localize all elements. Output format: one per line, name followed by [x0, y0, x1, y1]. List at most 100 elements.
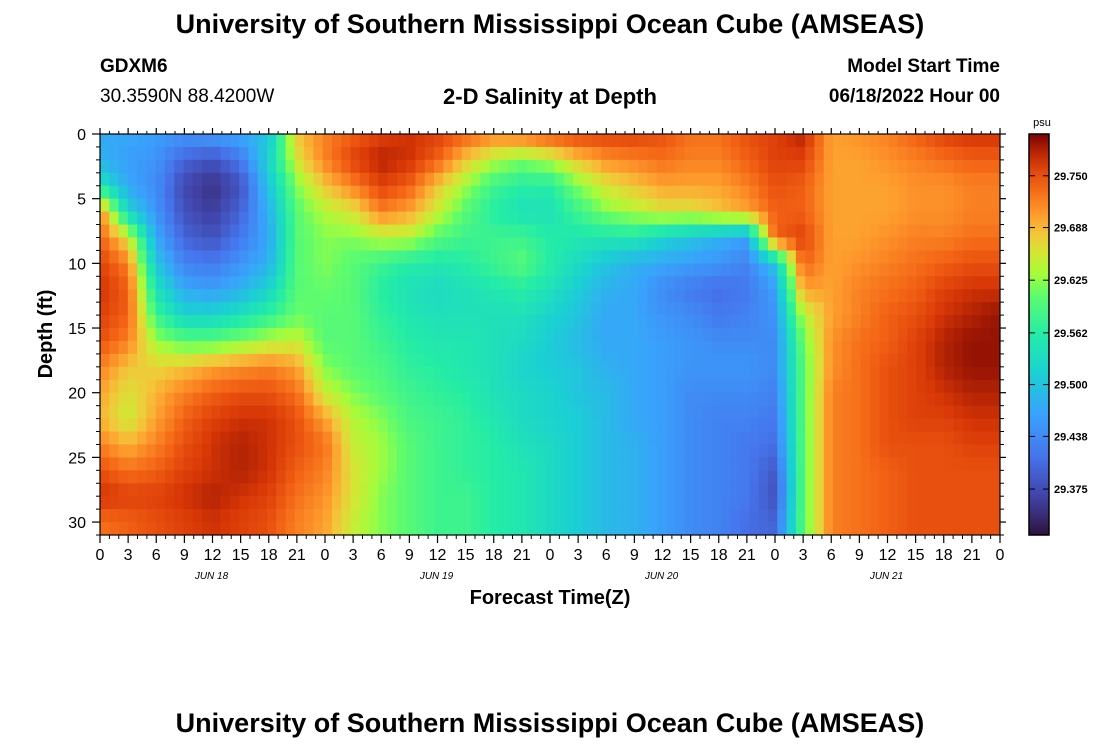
heatmap-cell — [545, 470, 556, 484]
heatmap-cell — [211, 315, 222, 329]
heatmap-cell — [981, 159, 992, 174]
heatmap-cell — [331, 483, 342, 497]
heatmap-cell — [164, 185, 175, 200]
heatmap-cell — [693, 211, 704, 226]
heatmap-cell — [313, 483, 324, 497]
heatmap-cell — [656, 522, 667, 535]
heatmap-cell — [740, 315, 751, 329]
heatmap-cell — [638, 315, 649, 329]
heatmap-cell — [563, 250, 574, 264]
heatmap-cell — [331, 392, 342, 407]
heatmap-cell — [489, 496, 500, 510]
heatmap-cell — [276, 146, 287, 161]
heatmap-cell — [489, 263, 500, 277]
heatmap-cell — [703, 211, 713, 226]
heatmap-cell — [814, 509, 825, 523]
heatmap-cell — [749, 431, 760, 446]
heatmap-cell — [443, 496, 454, 510]
heatmap-cell — [313, 366, 324, 381]
heatmap-cell — [601, 224, 611, 239]
heatmap-cell — [489, 379, 500, 394]
heatmap-cell — [693, 315, 704, 329]
heatmap-cell — [304, 315, 314, 329]
heatmap-cell — [239, 379, 250, 394]
heatmap-cell — [573, 418, 584, 433]
heatmap-cell — [285, 224, 296, 239]
heatmap-cell — [350, 340, 361, 355]
heatmap-cell — [239, 366, 250, 381]
heatmap-cell — [768, 457, 778, 471]
heatmap-cell — [285, 444, 296, 458]
heatmap-cell — [202, 457, 212, 471]
heatmap-cell — [434, 379, 444, 394]
heatmap-cell — [174, 302, 185, 316]
heatmap-cell — [294, 315, 305, 329]
heatmap-cell — [925, 159, 936, 174]
heatmap-cell — [127, 263, 138, 277]
heatmap-cell — [137, 405, 147, 420]
heatmap-cell — [508, 496, 519, 510]
heatmap-cell — [202, 353, 212, 368]
heatmap-cell — [814, 237, 825, 252]
heatmap-cell — [628, 457, 639, 471]
heatmap-cell — [443, 431, 454, 446]
heatmap-cell — [870, 483, 880, 497]
heatmap-cell — [573, 483, 584, 497]
heatmap-cell — [768, 366, 778, 381]
heatmap-cell — [174, 405, 185, 420]
heatmap-cell — [313, 250, 324, 264]
heatmap-cell — [795, 483, 806, 497]
heatmap-cell — [526, 509, 537, 523]
heatmap-cell — [480, 159, 491, 174]
heatmap-cell — [267, 263, 277, 277]
heatmap-cell — [461, 457, 472, 471]
heatmap-cell — [656, 185, 667, 200]
heatmap-cell — [267, 392, 277, 407]
heatmap-cell — [118, 315, 129, 329]
heatmap-cell — [907, 289, 918, 303]
heatmap-cell — [814, 328, 825, 342]
heatmap-cell — [192, 457, 203, 471]
heatmap-cell — [860, 379, 871, 394]
heatmap-cell — [183, 263, 194, 277]
heatmap-cell — [146, 276, 157, 290]
heatmap-cell — [656, 198, 667, 213]
heatmap-cell — [294, 483, 305, 497]
heatmap-cell — [545, 483, 556, 497]
heatmap-cell — [415, 457, 426, 471]
heatmap-cell — [601, 418, 611, 433]
x-tick-label: 0 — [96, 547, 105, 564]
heatmap-cell — [814, 224, 825, 239]
heatmap-cell — [712, 457, 723, 471]
heatmap-cell — [536, 457, 546, 471]
heatmap-cell — [434, 302, 444, 316]
heatmap-cell — [257, 134, 268, 148]
heatmap-cell — [693, 496, 704, 510]
heatmap-cell — [768, 392, 778, 407]
heatmap-cell — [378, 263, 389, 277]
heatmap-cell — [118, 483, 129, 497]
heatmap-cell — [378, 340, 389, 355]
heatmap-cell — [823, 172, 834, 187]
heatmap-cell — [341, 379, 352, 394]
heatmap-cell — [276, 250, 287, 264]
heatmap-cell — [461, 483, 472, 497]
heatmap-cell — [879, 483, 890, 497]
heatmap-cell — [127, 457, 138, 471]
heatmap-cell — [907, 470, 918, 484]
heatmap-cell — [916, 431, 927, 446]
heatmap-cell — [777, 496, 788, 510]
heatmap-cell — [127, 237, 138, 252]
heatmap-cell — [907, 146, 918, 161]
page-title-repeat: University of Southern Mississippi Ocean… — [175, 708, 925, 738]
heatmap-cell — [888, 159, 899, 174]
heatmap-cell — [563, 379, 574, 394]
heatmap-cell — [471, 237, 482, 252]
heatmap-cell — [638, 418, 649, 433]
heatmap-cell — [415, 263, 426, 277]
heatmap-cell — [452, 392, 463, 407]
heatmap-cell — [832, 159, 843, 174]
heatmap-cell — [100, 185, 110, 200]
heatmap-cell — [378, 328, 389, 342]
heatmap-cell — [387, 198, 398, 213]
